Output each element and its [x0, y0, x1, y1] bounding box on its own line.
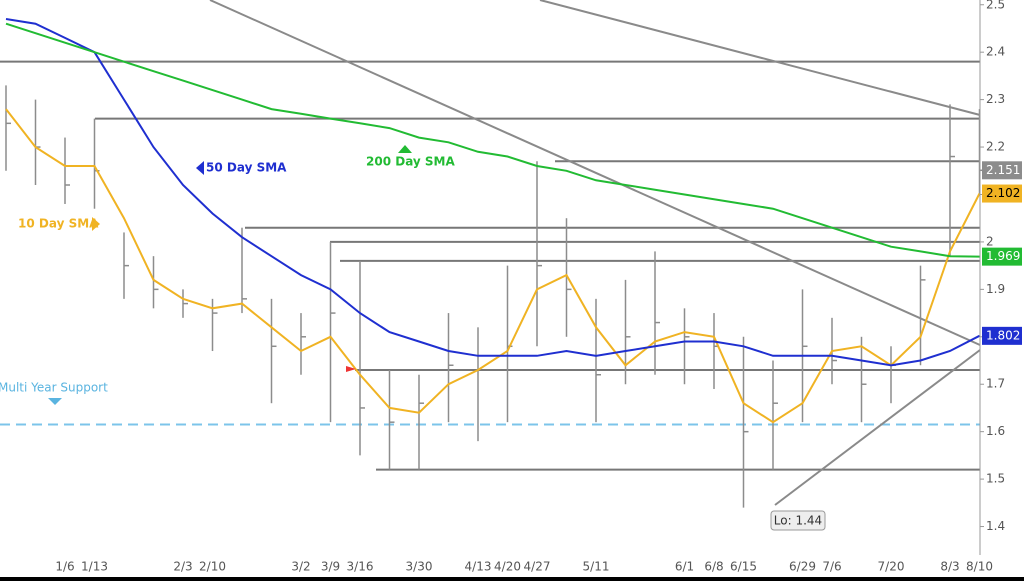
sma-line	[5, 108, 981, 424]
sma-label: 200 Day SMA	[366, 155, 456, 169]
x-tick-label: 6/8	[704, 560, 723, 574]
bottom-strip	[0, 577, 1024, 581]
arrow	[48, 398, 62, 405]
trend-line	[774, 349, 981, 506]
low-box	[770, 510, 826, 531]
x-tick-label: 7/6	[822, 560, 841, 574]
y-tick-label: 2.5	[986, 0, 1005, 11]
value-box-label: 1.802	[986, 328, 1020, 342]
y-ticks: 1.41.51.61.71.81.922.12.22.32.42.5	[980, 0, 1005, 533]
value-box-label: 2.102	[986, 186, 1020, 200]
x-tick-label: 4/27	[524, 560, 551, 574]
sma-line	[5, 18, 980, 367]
value-box	[982, 247, 1022, 266]
x-tick-label: 3/2	[291, 560, 310, 574]
last-value-boxes: 2.151 2.102 1.802 1.969	[982, 161, 1022, 345]
arrow	[92, 217, 100, 231]
y-tick-label: 1.5	[986, 472, 1005, 486]
x-tick-label: 6/1	[675, 560, 694, 574]
x-tick-label: 2/10	[199, 560, 226, 574]
value-box	[982, 184, 1022, 203]
arrow	[196, 161, 204, 175]
value-box	[982, 326, 1022, 345]
y-tick-label: 2.2	[986, 140, 1005, 154]
x-tick-label: 8/10	[966, 560, 993, 574]
x-tick-label: 3/16	[347, 560, 374, 574]
x-tick-label: 7/20	[878, 560, 905, 574]
x-tick-label: 6/29	[789, 560, 816, 574]
marker	[346, 366, 356, 372]
support-label: Multi Year Support	[0, 381, 108, 395]
x-tick-label: 4/13	[465, 560, 492, 574]
sma-lines	[5, 18, 981, 424]
x-tick-label: 3/9	[321, 560, 340, 574]
x-tick-label: 8/3	[940, 560, 959, 574]
y-tick-label: 2.3	[986, 92, 1005, 106]
sma-line	[5, 22, 980, 258]
trend-lines	[209, 0, 981, 506]
trend-line	[209, 0, 981, 346]
low-label: Lo: 1.44	[774, 514, 822, 528]
value-box-label: 2.151	[986, 163, 1020, 177]
value-box-label: 1.969	[986, 249, 1020, 263]
y-tick-label: 1.7	[986, 377, 1005, 391]
x-ticks: 1/6 1/13 2/3 2/10 3/2 3/9 3/16 3/30 4/13 4/20 4/27…	[55, 560, 993, 574]
x-tick-label: 5/11	[583, 560, 610, 574]
y-tick-label: 2	[986, 234, 994, 248]
value-box	[982, 161, 1022, 180]
y-tick-label: 2.4	[986, 45, 1005, 59]
x-tick-label: 4/20	[494, 560, 521, 574]
x-tick-label: 1/13	[81, 560, 108, 574]
levels	[0, 60, 980, 471]
sma-label: 10 Day SMA	[18, 217, 99, 231]
x-tick-label: 1/6	[55, 560, 74, 574]
y-tick-label: 1.4	[986, 519, 1005, 533]
y-tick-label: 1.6	[986, 424, 1005, 438]
sma-label: 50 Day SMA	[206, 161, 287, 175]
x-tick-label: 2/3	[173, 560, 192, 574]
trend-line	[539, 0, 981, 116]
arrow	[398, 145, 412, 153]
x-tick-label: 3/30	[406, 560, 433, 574]
x-tick-label: 6/15	[730, 560, 757, 574]
y-tick-label: 1.9	[986, 282, 1005, 296]
